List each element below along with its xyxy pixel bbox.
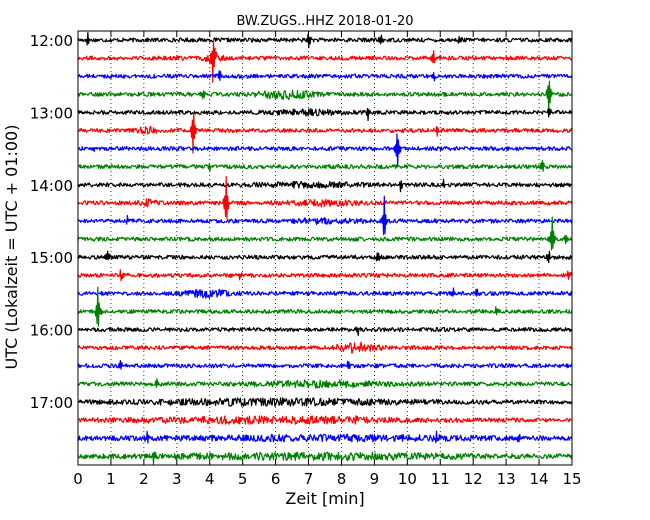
trace-1430 — [77, 195, 573, 236]
y-tick-label: 15:00 — [30, 249, 73, 267]
x-tick-label: 4 — [205, 470, 215, 488]
x-tick-label: 8 — [337, 470, 347, 488]
x-tick-label: 2 — [139, 470, 149, 488]
y-tick-label: 12:00 — [30, 32, 73, 50]
trace-1345 — [77, 159, 573, 172]
x-tick-label: 15 — [562, 470, 581, 488]
trace-1445 — [77, 216, 573, 251]
trace-1645 — [77, 378, 573, 389]
x-axis-label: Zeit [min] — [285, 489, 364, 508]
y-axis-ticks: 12:00 13:00 14:00 15:00 16:00 17:00 — [30, 32, 572, 412]
trace-1700 — [77, 397, 573, 407]
trace-1330 — [77, 133, 573, 168]
trace-1230 — [77, 70, 573, 82]
y-tick-label: 17:00 — [30, 394, 73, 412]
y-tick-label: 16:00 — [30, 322, 73, 340]
trace-1745 — [77, 451, 573, 465]
vertical-grid — [110, 31, 540, 465]
plot-frame — [77, 30, 573, 466]
y-axis-label: UTC (Lokalzeit = UTC + 01:00) — [2, 125, 21, 370]
trace-1300 — [77, 107, 573, 122]
trace-1530 — [77, 287, 573, 299]
trace-1500 — [77, 250, 573, 264]
seismic-traces — [77, 31, 573, 465]
x-tick-label: 14 — [530, 470, 549, 488]
y-tick-label: 14:00 — [30, 177, 73, 195]
trace-1630 — [77, 359, 573, 370]
trace-1515 — [77, 269, 573, 282]
trace-1315 — [77, 111, 573, 154]
trace-1415 — [77, 175, 573, 220]
trace-1200 — [77, 31, 573, 49]
chart-title: BW.ZUGS..HHZ 2018-01-20 — [236, 14, 413, 29]
x-tick-label: 0 — [73, 470, 83, 488]
x-tick-label: 6 — [271, 470, 281, 488]
y-tick-label: 13:00 — [30, 104, 73, 122]
x-tick-label: 11 — [431, 470, 450, 488]
x-tick-label: 5 — [238, 470, 248, 488]
trace-1215 — [77, 38, 573, 83]
x-tick-label: 12 — [464, 470, 483, 488]
x-tick-label: 7 — [304, 470, 314, 488]
trace-1545 — [77, 286, 573, 327]
x-tick-label: 9 — [370, 470, 380, 488]
trace-1615 — [77, 341, 573, 354]
x-axis-ticks: 0 1 2 3 4 5 6 7 8 9 10 11 12 13 14 15 — [73, 31, 582, 488]
x-tick-label: 3 — [172, 470, 182, 488]
x-tick-label: 1 — [106, 470, 116, 488]
x-tick-label: 10 — [398, 470, 417, 488]
trace-1730 — [77, 430, 573, 444]
x-tick-label: 13 — [497, 470, 516, 488]
trace-1245 — [77, 80, 573, 114]
trace-1400 — [77, 178, 573, 193]
trace-1715 — [77, 415, 573, 425]
trace-1600 — [77, 326, 573, 337]
